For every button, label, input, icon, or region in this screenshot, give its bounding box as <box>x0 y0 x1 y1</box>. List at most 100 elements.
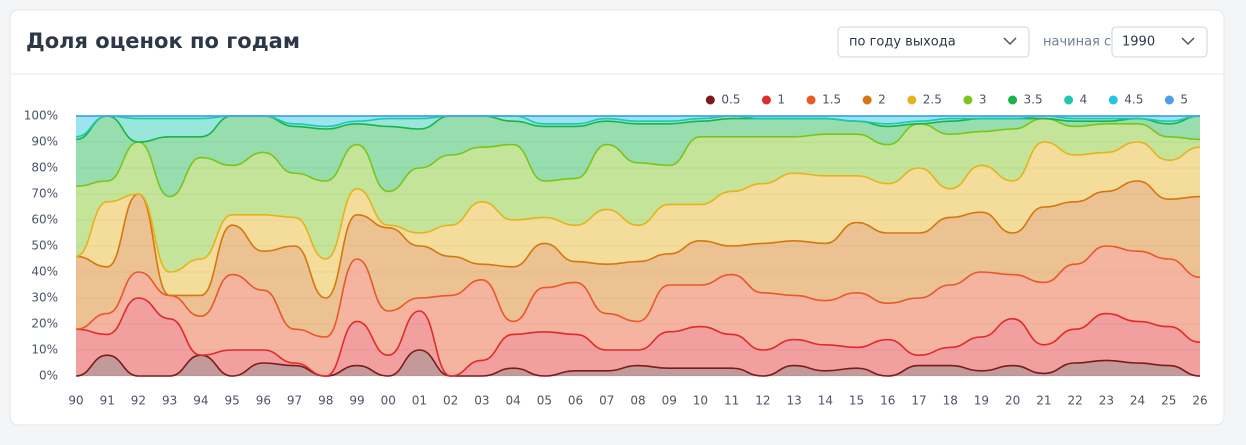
legend-item[interactable]: 4.5 <box>1108 93 1144 107</box>
legend-label: 2 <box>878 93 886 107</box>
area <box>76 116 1200 197</box>
card <box>9 9 1225 426</box>
chevron <box>1003 37 1017 46</box>
y-tick-label: 10% <box>31 343 58 357</box>
x-tick-label: 10 <box>693 394 708 408</box>
y-tick-label: 90% <box>31 135 58 149</box>
x-tick-label: 17 <box>911 394 926 408</box>
x-tick-label: 93 <box>162 394 177 408</box>
x-tick-label: 21 <box>1036 394 1051 408</box>
x-tick-label: 01 <box>412 394 427 408</box>
x-tick-label: 00 <box>381 394 396 408</box>
area <box>76 246 1200 376</box>
x-tick-label: 05 <box>537 394 552 408</box>
legend-item[interactable]: 2.5 <box>907 93 942 107</box>
x-tick-label: 95 <box>224 394 239 408</box>
x-tick-label: 97 <box>287 394 302 408</box>
legend-dot <box>862 95 872 105</box>
legend-label: 4 <box>1080 93 1088 107</box>
legend-item[interactable]: 1.5 <box>806 93 842 107</box>
legend-label: 3.5 <box>1024 93 1043 107</box>
legend-item[interactable]: 4 <box>1064 93 1087 107</box>
area-line <box>75 180 1201 299</box>
x-tick-label: 04 <box>505 394 520 408</box>
legend-label: 3 <box>979 93 987 107</box>
plot: 0% 10% 20% 30% 40% 50% 60% 70% 80% 90% 100% 90 91 92 9… <box>24 93 1208 408</box>
legend-dot <box>1164 95 1174 105</box>
legend-item[interactable]: 5 <box>1164 93 1188 107</box>
x-tick-label: 90 <box>68 394 83 408</box>
area <box>76 142 1200 298</box>
x-tick-label: 08 <box>630 394 645 408</box>
legend-dot <box>907 95 917 105</box>
x-tick-label: 92 <box>131 394 146 408</box>
legend-dot <box>963 95 973 105</box>
x-tick-label: 02 <box>443 394 458 408</box>
x-tick-label: 23 <box>1099 394 1114 408</box>
legend-label: 1.5 <box>822 93 841 107</box>
lines <box>75 115 1201 377</box>
area-line <box>75 245 1201 338</box>
legend-dot <box>1064 95 1074 105</box>
y-tick-label: 80% <box>31 161 58 175</box>
area-line <box>75 141 1201 273</box>
year-select[interactable]: 1990 <box>1111 26 1208 58</box>
legend-label: 1 <box>777 93 785 107</box>
x-tick-label: 09 <box>662 394 677 408</box>
legend-item[interactable]: 3.5 <box>1008 93 1043 107</box>
x-tick-label: 96 <box>256 394 271 408</box>
legend-label: 4.5 <box>1124 93 1143 107</box>
x-tick-label: 11 <box>724 394 739 408</box>
from-label: начиная с <box>1043 35 1111 50</box>
x-tick-label: 19 <box>974 394 989 408</box>
x-tick-label: 26 <box>1192 394 1207 408</box>
x-tick-label: 91 <box>100 394 115 408</box>
legend-label: 5 <box>1180 93 1188 107</box>
title: Доля оценок по годам <box>26 29 300 53</box>
y-tick-label: 20% <box>31 317 58 331</box>
y-tick-label: 70% <box>31 187 58 201</box>
x-tick-label: 94 <box>193 394 208 408</box>
select-box[interactable] <box>837 26 1030 58</box>
chevron <box>1181 37 1195 46</box>
x-tick-label: 20 <box>1005 394 1020 408</box>
legend-dot <box>1008 95 1018 105</box>
x-tick-label: 12 <box>755 394 770 408</box>
select-value: 1990 <box>1122 35 1155 50</box>
x-tick-label: 03 <box>474 394 489 408</box>
area <box>76 118 1200 272</box>
area <box>76 350 1200 376</box>
x-tick-label: 06 <box>568 394 583 408</box>
x-tick-label: 18 <box>943 394 958 408</box>
select-box[interactable] <box>1111 26 1208 58</box>
legend-dot <box>1108 95 1118 105</box>
x-tick-label: 98 <box>318 394 333 408</box>
legend: 0.5 1 1.5 2 2.5 3 3.5 4 4.5 5 <box>705 93 1188 107</box>
legend-label: 2.5 <box>923 93 942 107</box>
x-tick-label: 16 <box>880 394 895 408</box>
y-tick-label: 50% <box>31 239 58 253</box>
legend-item[interactable]: 2 <box>862 93 886 107</box>
legend-dot <box>705 95 715 105</box>
x-tick-label: 25 <box>1161 394 1176 408</box>
x-tick-label: 24 <box>1130 394 1145 408</box>
area <box>76 298 1200 376</box>
y-tick-label: 30% <box>31 291 58 305</box>
x-tick-label: 22 <box>1067 394 1082 408</box>
legend-item[interactable]: 3 <box>963 93 987 107</box>
legend-dot <box>761 95 771 105</box>
x-tick-label: 13 <box>786 394 801 408</box>
x-tick-label: 99 <box>349 394 364 408</box>
x-tick-label: 07 <box>599 394 614 408</box>
area <box>76 116 1200 142</box>
legend-item[interactable]: 1 <box>761 93 785 107</box>
area-line <box>75 297 1201 377</box>
legend-label: 0.5 <box>721 93 740 107</box>
area-line <box>75 117 1201 198</box>
y-tick-label: 40% <box>31 265 58 279</box>
legend-item[interactable]: 0.5 <box>705 93 741 107</box>
x-tick-label: 14 <box>818 394 833 408</box>
y-tick-label: 100% <box>24 109 58 123</box>
sort-select[interactable]: по году выхода <box>837 26 1030 58</box>
